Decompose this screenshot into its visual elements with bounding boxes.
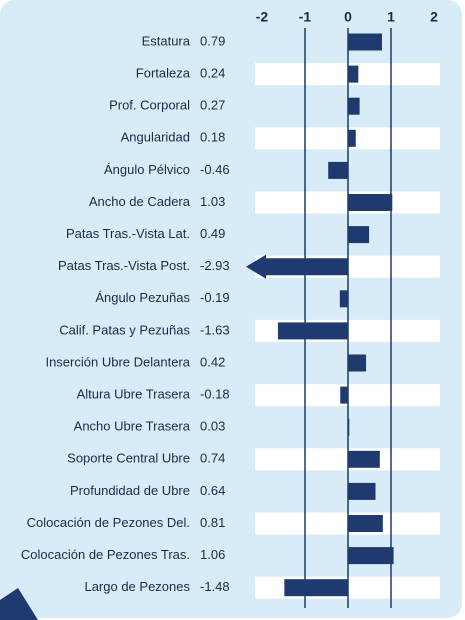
category-label: Ángulo Pélvico: [104, 162, 190, 177]
value-label: 0.27: [200, 98, 225, 113]
bar: [348, 515, 383, 532]
bar: [284, 579, 348, 597]
value-label: 0.49: [200, 226, 225, 241]
bar-arrow: [246, 254, 348, 279]
category-label: Colocación de Pezones Del.: [27, 515, 190, 530]
bar: [348, 226, 370, 244]
bar: [348, 65, 359, 83]
bar: [339, 290, 348, 308]
value-label: -0.18: [200, 387, 230, 402]
x-tick-label: 2: [430, 9, 438, 25]
value-label: 0.74: [200, 451, 225, 466]
category-label: Ancho de Cadera: [89, 194, 191, 209]
bar: [348, 129, 356, 147]
category-label: Soporte Central Ubre: [67, 451, 190, 466]
bar: [348, 354, 367, 372]
bar: [348, 194, 393, 211]
value-label: 0.79: [200, 33, 225, 48]
category-label: Angularidad: [121, 130, 190, 145]
bar: [348, 482, 376, 500]
bar: [348, 418, 350, 436]
category-label: Colocación de Pezones Tras.: [21, 547, 190, 562]
value-label: -0.46: [200, 162, 230, 177]
value-label: 0.18: [200, 130, 225, 145]
x-tick-label: 1: [387, 9, 395, 25]
category-label: Estatura: [142, 33, 191, 48]
value-label: 0.24: [200, 66, 225, 81]
value-label: -2.93: [200, 258, 230, 273]
category-label: Inserción Ubre Delantera: [45, 354, 190, 369]
value-label: 0.81: [200, 515, 225, 530]
category-label: Patas Tras.-Vista Post.: [58, 258, 190, 273]
value-label: -1.48: [200, 579, 230, 594]
bar: [348, 547, 394, 565]
value-label: -1.63: [200, 322, 230, 337]
corner-decoration: [0, 588, 38, 620]
bar: [348, 33, 382, 51]
category-label: Fortaleza: [136, 66, 191, 81]
category-label: Largo de Pezones: [84, 579, 190, 594]
category-label: Ancho Ubre Trasera: [74, 419, 191, 434]
category-label: Ángulo Pezuñas: [95, 290, 190, 305]
bar: [277, 322, 348, 340]
category-label: Altura Ubre Trasera: [77, 387, 191, 402]
bar: [348, 97, 360, 115]
value-label: 1.06: [200, 547, 225, 562]
x-tick-label: -1: [299, 9, 312, 25]
bar: [348, 450, 380, 468]
value-label: 0.42: [200, 354, 225, 369]
category-label: Patas Tras.-Vista Lat.: [66, 226, 190, 241]
bar: [340, 386, 348, 404]
value-label: -0.19: [200, 290, 230, 305]
category-label: Prof. Corporal: [109, 98, 190, 113]
value-label: 0.03: [200, 419, 225, 434]
value-label: 0.64: [200, 483, 225, 498]
category-label: Calif. Patas y Pezuñas: [59, 322, 190, 337]
x-tick-label: 0: [344, 9, 352, 25]
category-label: Profundidad de Ubre: [70, 483, 190, 498]
x-tick-label: -2: [256, 9, 269, 25]
value-label: 1.03: [200, 194, 225, 209]
bar: [328, 161, 348, 179]
